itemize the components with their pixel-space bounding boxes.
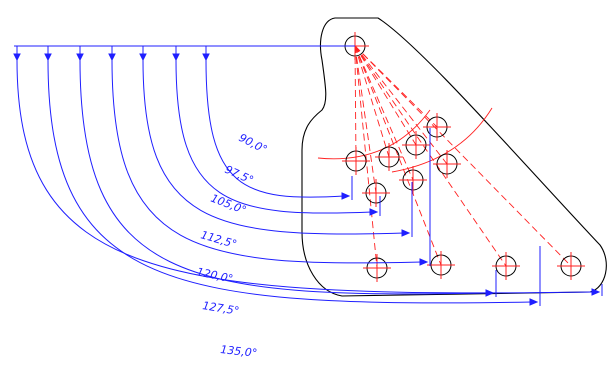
dim-label-120: 120,0° bbox=[195, 265, 234, 285]
inner-arc-guide bbox=[317, 109, 431, 160]
hole bbox=[399, 166, 427, 194]
dim-arc bbox=[142, 59, 405, 235]
angular-dimension bbox=[202, 46, 353, 200]
radial-centerline bbox=[354, 45, 377, 194]
hole-pattern bbox=[341, 32, 585, 282]
hole bbox=[423, 113, 451, 141]
dim-arrow-end bbox=[419, 258, 429, 266]
dim-arrow-top bbox=[44, 53, 52, 62]
dim-arc bbox=[47, 59, 533, 304]
radial-centerline bbox=[354, 45, 414, 181]
dimension-labels: 90,0° 97,5° 105,0° 112,5° 120,0° 127,5° … bbox=[195, 131, 269, 360]
radial-centerline bbox=[354, 45, 438, 128]
radial-centerline bbox=[354, 45, 572, 267]
dim-label-127-5: 127,5° bbox=[202, 299, 241, 318]
dim-arrow-top bbox=[139, 53, 147, 62]
dim-arc bbox=[79, 59, 489, 295]
dim-label-105: 105,0° bbox=[209, 192, 248, 217]
dim-arrow-end bbox=[401, 229, 411, 237]
hole bbox=[363, 254, 391, 282]
hole bbox=[375, 143, 403, 171]
hole bbox=[342, 147, 370, 175]
dim-arc bbox=[175, 59, 373, 214]
part-outline bbox=[301, 17, 607, 297]
dim-label-97-5: 97,5° bbox=[223, 163, 256, 187]
radial-centerline bbox=[354, 45, 357, 162]
radial-centerline bbox=[354, 45, 417, 146]
angular-dimensions bbox=[13, 46, 603, 306]
angular-dimension bbox=[172, 46, 381, 216]
dim-arrow-top bbox=[76, 53, 84, 62]
outer-arc-guide bbox=[391, 107, 493, 173]
hole bbox=[492, 252, 520, 280]
dim-label-135: 135,0° bbox=[220, 343, 258, 360]
hole bbox=[362, 179, 390, 207]
dim-arc bbox=[16, 59, 595, 294]
dim-label-90: 90,0° bbox=[237, 131, 270, 156]
dim-arrow-top bbox=[108, 53, 116, 62]
radial-centerline bbox=[354, 45, 442, 266]
dim-arrow-end bbox=[529, 298, 539, 306]
radial-centerlines bbox=[354, 45, 572, 269]
hole bbox=[433, 150, 461, 178]
dim-arrow-top bbox=[13, 53, 21, 62]
dim-arrow-end bbox=[369, 208, 379, 216]
dim-arc bbox=[111, 59, 423, 264]
hole bbox=[402, 131, 430, 159]
dim-arrow-top bbox=[172, 53, 180, 62]
angular-dimension bbox=[13, 46, 603, 296]
dim-arrow-top bbox=[202, 53, 210, 62]
angular-dimension bbox=[44, 46, 541, 306]
dim-arrow-end bbox=[591, 288, 601, 296]
radial-centerline bbox=[354, 45, 390, 158]
dim-arrow-end bbox=[341, 192, 351, 200]
radial-centerline bbox=[354, 45, 378, 269]
hole bbox=[557, 252, 585, 280]
angular-dimension bbox=[108, 46, 431, 266]
dim-arc bbox=[205, 59, 345, 198]
hole bbox=[427, 251, 455, 279]
angular-dimension bbox=[139, 46, 413, 237]
dim-label-112-5: 112,5° bbox=[199, 228, 238, 251]
radial-centerline bbox=[354, 45, 448, 165]
